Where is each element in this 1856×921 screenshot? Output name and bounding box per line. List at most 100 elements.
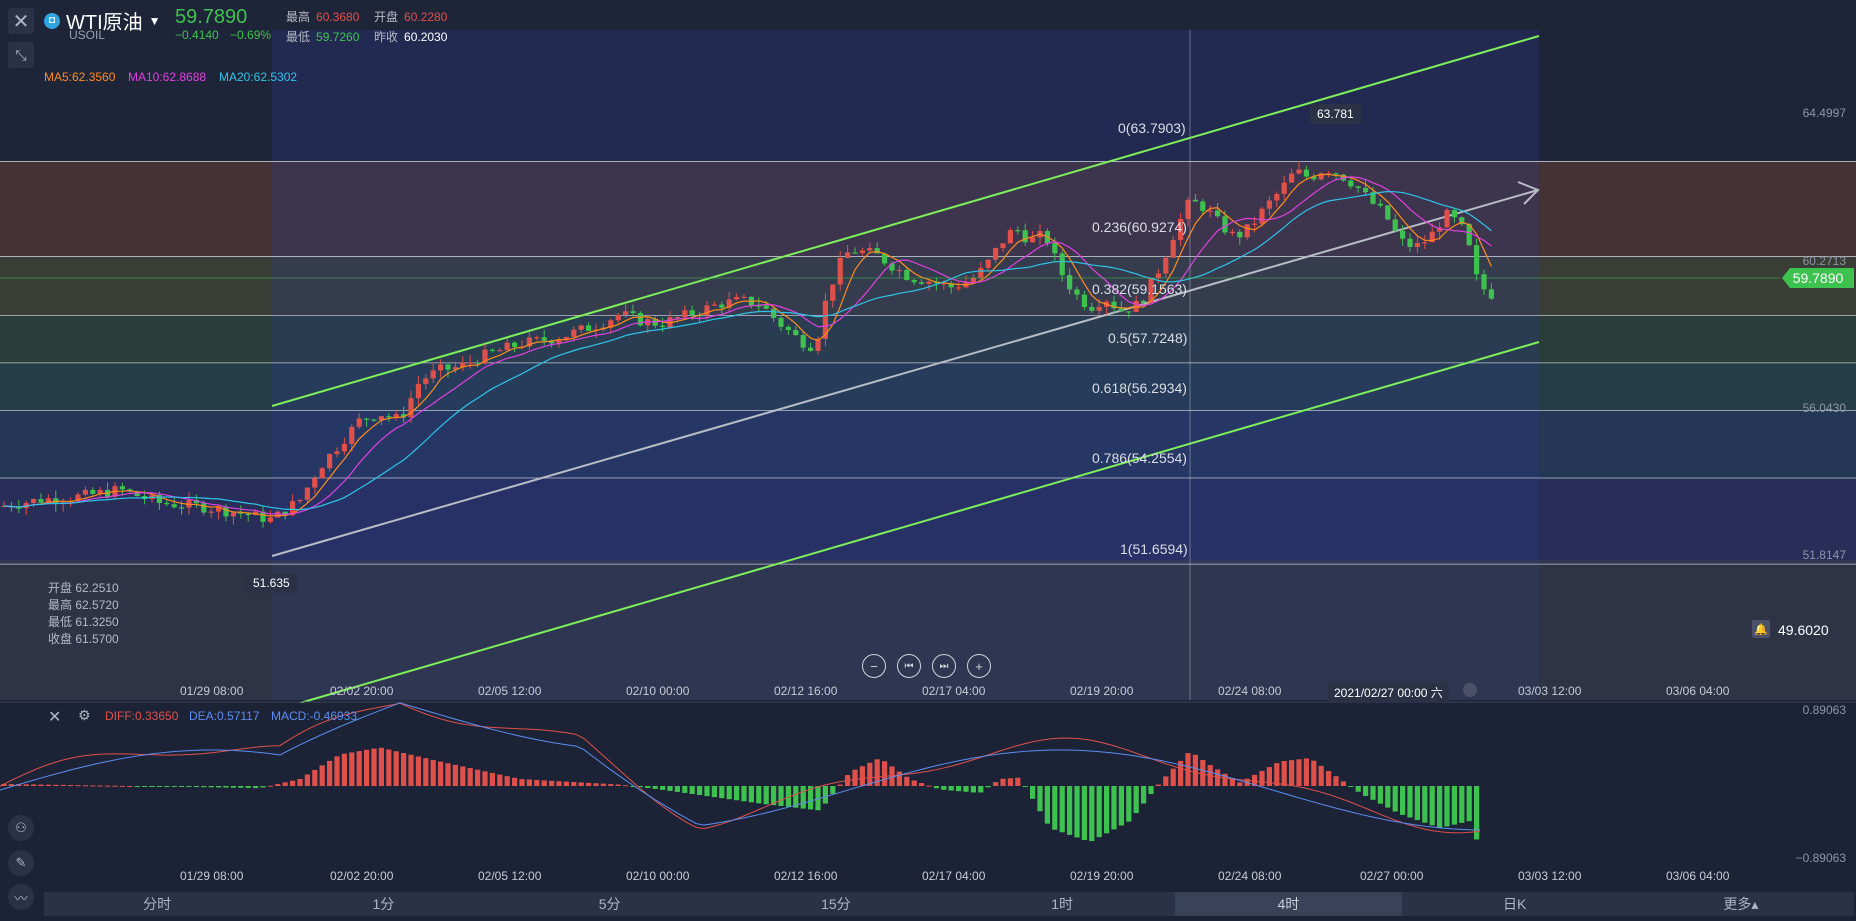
tab-timeframe[interactable]: 5分 — [598, 896, 621, 912]
macd-time-axis-label: 02/17 04:00 — [922, 869, 986, 883]
candle-body — [119, 486, 125, 490]
candle-body — [75, 494, 81, 501]
candle-body — [245, 513, 251, 516]
macd-bar — [623, 785, 629, 787]
candle-body — [1244, 224, 1250, 238]
macd-bar — [1111, 786, 1117, 830]
candle-body — [882, 253, 888, 264]
price-axis-label: 56.0430 — [1802, 401, 1846, 415]
current-price-tag: 59.7890 — [1782, 268, 1854, 288]
candle-body — [401, 414, 407, 418]
macd-dea-line — [0, 702, 1481, 831]
close-macd-icon[interactable]: ✕ — [48, 709, 62, 726]
candle-body — [793, 330, 799, 336]
macd-bar — [1229, 778, 1235, 786]
collapse-icon[interactable]: ⤡ — [8, 42, 34, 68]
candle-body — [623, 311, 629, 315]
candle-body — [267, 517, 273, 522]
macd-bar — [785, 786, 791, 807]
candle-body — [230, 512, 236, 517]
macd-bar — [1052, 786, 1058, 830]
candle-body — [1200, 201, 1206, 212]
macd-bar — [127, 785, 133, 787]
candle-body — [97, 489, 103, 494]
ohlc-low: 最低 61.3250 — [48, 615, 119, 629]
close-icon[interactable]: ✕ — [8, 8, 34, 34]
candle-body — [290, 501, 296, 516]
candle-body — [364, 418, 370, 420]
candle-body — [697, 315, 703, 317]
macd-bar — [356, 751, 362, 786]
macd-bar — [534, 779, 540, 786]
tab-timeframe[interactable]: 日K — [1502, 896, 1527, 912]
arrow-head — [1517, 181, 1540, 205]
candle-body — [1163, 257, 1169, 274]
macd-time-axis-label: 02/05 12:00 — [478, 869, 542, 883]
macd-bar — [1407, 786, 1413, 818]
candle-body — [497, 350, 503, 352]
candle-body — [408, 398, 414, 418]
candle-body — [1000, 243, 1006, 249]
candle-body — [549, 340, 555, 344]
macd-bar — [1215, 769, 1221, 786]
candle-body — [467, 362, 473, 364]
time-axis-label: 03/06 04:00 — [1666, 684, 1730, 698]
time-axis-label: 02/02 20:00 — [330, 684, 394, 698]
tab-timeframe[interactable]: 1时 — [1051, 896, 1074, 912]
timeframe-bar — [44, 892, 1854, 916]
chart-type-icon[interactable]: 〰 — [8, 884, 34, 910]
macd-bar — [800, 786, 806, 809]
pencil-icon[interactable]: ✎ — [8, 850, 34, 876]
indicator-icon[interactable]: ⚇ — [8, 815, 34, 841]
candle-body — [726, 299, 732, 308]
alert-price: 49.6020 — [1778, 622, 1829, 638]
candle-body — [304, 487, 310, 500]
candle-body — [970, 277, 976, 283]
candle-body — [756, 305, 762, 307]
macd-histogram — [1, 747, 1480, 842]
macd-bar — [1311, 760, 1317, 786]
bell-icon[interactable]: 🔔 — [1752, 620, 1770, 638]
candle-body — [378, 416, 384, 421]
record-icon[interactable] — [1463, 683, 1477, 697]
candle-body — [1215, 210, 1221, 217]
macd-bar — [563, 781, 569, 786]
macd-bar — [985, 786, 991, 788]
candle-body — [763, 305, 769, 309]
tab-timeframe[interactable]: 15分 — [821, 896, 851, 912]
macd-bar — [1303, 758, 1309, 786]
candle-body — [482, 349, 488, 364]
candle-body — [386, 416, 392, 418]
macd-bar — [1348, 786, 1354, 787]
macd-bar — [793, 786, 799, 808]
zoom-in-button[interactable]: + — [967, 654, 991, 678]
macd-bar — [1, 783, 7, 786]
tab-timeframe[interactable]: 1分 — [372, 896, 395, 912]
macd-bar — [230, 786, 236, 788]
macd-time-axis-label: 03/03 12:00 — [1518, 869, 1582, 883]
gear-icon[interactable]: ⚙ — [78, 707, 91, 723]
candle-body — [1148, 278, 1154, 303]
time-axis-label: 03/03 12:00 — [1518, 684, 1582, 698]
symbol-selector[interactable]: ◘ WTI原油 ▼ — [44, 6, 161, 35]
tab-timeframe[interactable]: 分时 — [143, 896, 172, 912]
macd-bar — [386, 749, 392, 786]
macd-bar — [371, 748, 377, 786]
macd-bar — [1178, 760, 1184, 786]
fib-label-786: 0.786(54.2554) — [1092, 450, 1187, 466]
tab-timeframe[interactable]: 4时 — [1175, 892, 1402, 916]
scroll-start-button[interactable]: ⏮ — [897, 654, 921, 678]
tab-timeframe[interactable]: 更多▴ — [1723, 896, 1759, 912]
scroll-end-button[interactable]: ⏭ — [932, 654, 956, 678]
candle-body — [201, 503, 207, 513]
candle-body — [541, 337, 547, 341]
macd-bar — [319, 765, 325, 786]
candle-body — [460, 362, 466, 368]
macd-bar — [956, 786, 962, 792]
candle-body — [38, 498, 44, 503]
macd-bar — [1355, 786, 1361, 792]
macd-bar — [186, 786, 192, 787]
zoom-out-button[interactable]: − — [862, 654, 886, 678]
macd-bar — [208, 786, 214, 788]
